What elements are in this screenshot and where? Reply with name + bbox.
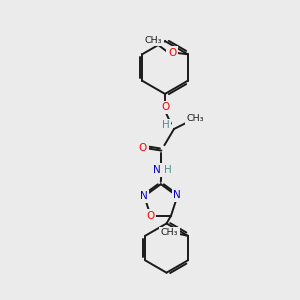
Text: O: O xyxy=(161,102,169,112)
Text: CH₃: CH₃ xyxy=(160,228,178,237)
Text: N: N xyxy=(153,165,160,175)
Text: CH₃: CH₃ xyxy=(145,36,162,45)
Text: H: H xyxy=(162,120,170,130)
Text: O: O xyxy=(139,143,147,153)
Text: N: N xyxy=(173,190,181,200)
Text: O: O xyxy=(168,48,176,58)
Text: O: O xyxy=(146,211,155,221)
Text: CH₃: CH₃ xyxy=(187,114,204,123)
Text: N: N xyxy=(140,191,148,201)
Text: H: H xyxy=(164,165,172,175)
